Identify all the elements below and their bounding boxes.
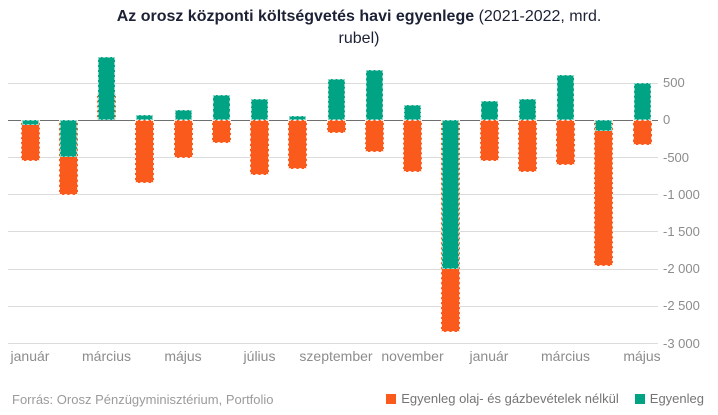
bar-no-oilgas: [20, 120, 40, 162]
bar-no-oilgas: [517, 120, 537, 173]
bar-no-oilgas: [288, 120, 308, 170]
source-note: Forrás: Orosz Pénzügyminisztérium, Portf…: [12, 392, 274, 407]
bar-egyenleg: [98, 57, 115, 121]
legend-item-no-oilgas: Egyenleg olaj- és gázbevételek nélkül: [386, 391, 619, 406]
gridline: [8, 268, 658, 270]
bar-no-oilgas: [326, 120, 346, 133]
bar-egyenleg: [365, 70, 383, 121]
x-axis-label: szeptember: [299, 348, 373, 364]
bar-egyenleg: [557, 74, 574, 121]
gridline: [8, 194, 658, 196]
gridline: [8, 343, 658, 344]
x-axis-label: május: [623, 348, 661, 364]
bar-egyenleg: [404, 105, 421, 121]
bar-no-oilgas: [211, 120, 231, 144]
bar-egyenleg: [595, 120, 613, 132]
bar-egyenleg: [518, 99, 536, 121]
bar-egyenleg: [633, 83, 651, 121]
chart-title-bold: Az orosz központi költségvetés havi egye…: [116, 8, 475, 25]
bar-no-oilgas: [403, 120, 422, 172]
x-axis-label: január: [469, 348, 509, 364]
bar-egyenleg: [442, 120, 460, 270]
x-axis-label: július: [243, 348, 276, 364]
bar-egyenleg: [174, 110, 192, 121]
chart-title-line2: rubel): [338, 30, 380, 47]
gridline: [8, 305, 658, 307]
bar-egyenleg: [136, 114, 154, 121]
x-axis-label: november: [381, 348, 444, 364]
x-axis-label: március: [81, 348, 132, 364]
y-axis-label: -500: [663, 149, 690, 165]
x-axis-label: március: [540, 348, 591, 364]
bar-no-oilgas: [632, 120, 652, 145]
bar-egyenleg: [480, 100, 498, 121]
y-axis-label: 0: [663, 112, 671, 128]
y-axis-label: -2 500: [663, 298, 700, 314]
y-axis-label: -1 000: [663, 186, 700, 202]
bar-no-oilgas: [556, 120, 575, 165]
bar-egyenleg: [251, 99, 268, 121]
chart-title: Az orosz központi költségvetés havi egye…: [20, 6, 698, 50]
bar-no-oilgas: [135, 120, 155, 184]
bar-no-oilgas: [173, 120, 193, 159]
legend-label-egyenleg: Egyenleg: [649, 391, 704, 406]
gridline: [8, 231, 658, 233]
x-axis-label: január: [10, 348, 50, 364]
legend-item-egyenleg: Egyenleg: [634, 391, 704, 406]
bar-no-oilgas: [479, 120, 499, 161]
bar-no-oilgas: [364, 120, 384, 152]
no-oilgas-swatch-icon: [386, 393, 397, 404]
legend-label-no-oilgas: Egyenleg olaj- és gázbevételek nélkül: [401, 391, 619, 406]
legend: Egyenleg olaj- és gázbevételek nélkül Eg…: [386, 391, 704, 406]
bar-egyenleg: [212, 95, 230, 121]
bar-egyenleg: [21, 120, 39, 126]
gridline: [8, 157, 658, 158]
bar-egyenleg: [59, 120, 77, 157]
egyenleg-swatch-icon: [634, 393, 645, 404]
y-axis-label: -3 000: [663, 335, 700, 351]
y-axis-label: -2 000: [663, 261, 700, 277]
bar-egyenleg: [327, 78, 345, 121]
y-axis-label: -1 500: [663, 223, 700, 239]
y-axis-label: 500: [663, 75, 685, 91]
bar-no-oilgas: [250, 120, 269, 175]
bar-egyenleg: [289, 115, 307, 121]
chart-title-suffix: (2021-2022, mrd.: [474, 8, 602, 25]
x-axis-label: május: [164, 348, 202, 364]
bar-no-oilgas: [594, 120, 614, 267]
